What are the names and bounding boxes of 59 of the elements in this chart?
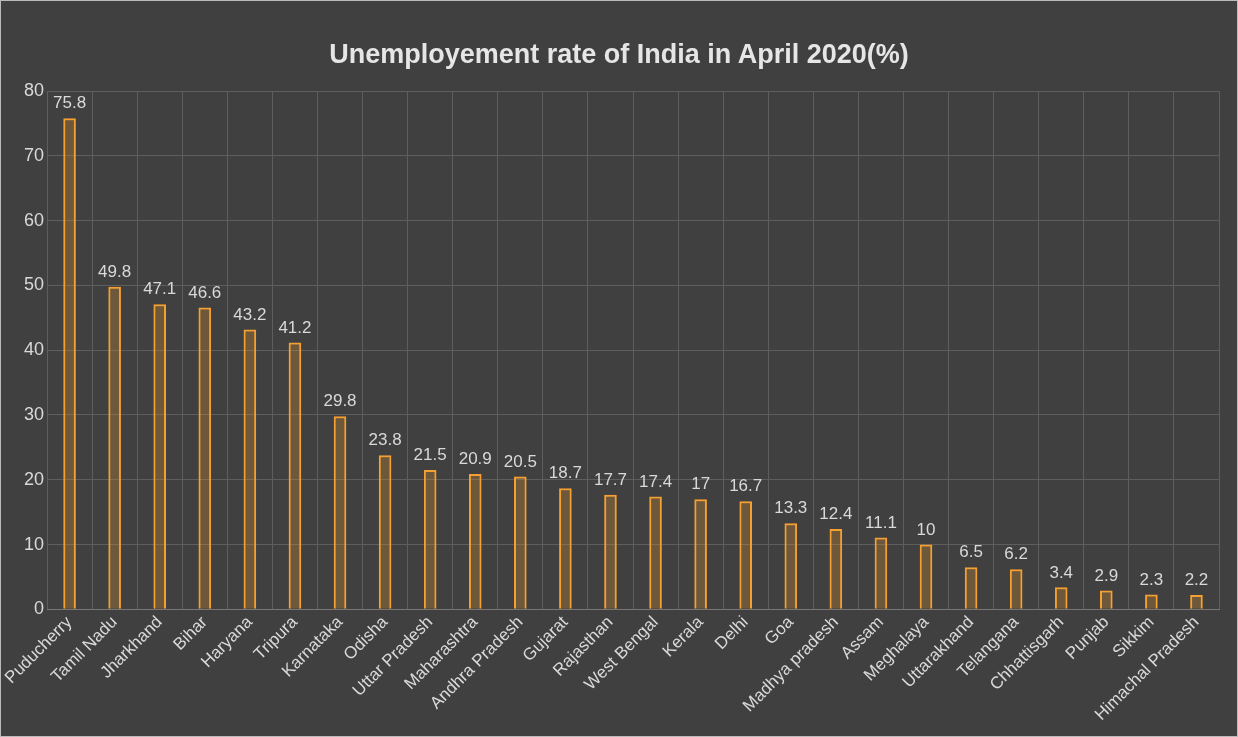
data-label: 17.7: [593, 469, 628, 489]
y-tick-label: 20: [23, 468, 45, 489]
data-label: 23.8: [368, 430, 402, 450]
data-label: 47.1: [143, 279, 177, 299]
data-label: 3.4: [1049, 562, 1074, 582]
bar: [243, 329, 257, 609]
y-tick-label: 70: [23, 144, 45, 165]
data-label: 21.5: [413, 445, 447, 465]
data-label: 49.8: [98, 261, 132, 281]
bar: [153, 304, 167, 609]
y-tick-label: 30: [23, 403, 45, 424]
bar: [739, 501, 753, 609]
data-label: 2.2: [1184, 570, 1209, 590]
data-label: 2.3: [1139, 569, 1164, 589]
data-label: 11.1: [865, 512, 897, 532]
bar: [423, 470, 437, 609]
data-label: 20.9: [458, 449, 492, 469]
bar: [108, 286, 121, 609]
bar: [1009, 569, 1023, 609]
y-tick-label: 40: [23, 339, 45, 360]
bar: [829, 529, 843, 609]
bar: [604, 494, 617, 609]
bar: [784, 523, 798, 609]
data-label: 13.3: [774, 498, 808, 518]
y-tick-label: 0: [34, 598, 45, 619]
y-tick-label: 60: [23, 209, 45, 230]
data-label: 10: [916, 519, 936, 539]
bar: [694, 499, 707, 609]
data-label: 18.7: [548, 463, 582, 483]
bar: [63, 118, 76, 609]
bar: [919, 544, 933, 609]
data-label: 75.8: [53, 93, 87, 113]
data-label: 12.4: [819, 504, 853, 524]
data-label: 41.2: [278, 317, 312, 337]
y-tick-label: 10: [23, 533, 45, 554]
data-label: 17.4: [639, 471, 673, 491]
bar: [649, 496, 662, 609]
data-label: 16.7: [729, 476, 763, 496]
bar: [288, 342, 302, 609]
chart-title: Unemployement rate of India in April 2020(%): [328, 39, 910, 70]
bar: [468, 473, 482, 609]
data-label: 6.5: [959, 542, 983, 562]
bar: [1054, 587, 1068, 609]
bar: [333, 416, 347, 609]
data-label: 43.2: [233, 304, 267, 324]
bar: [964, 567, 978, 609]
data-label: 29.8: [323, 391, 357, 411]
y-tick-label: 50: [23, 274, 45, 295]
y-tick-label: 80: [23, 79, 45, 100]
bar: [559, 488, 572, 609]
bar: [198, 307, 212, 609]
data-label: 2.9: [1094, 565, 1119, 585]
bar: [378, 455, 392, 609]
data-label: 17: [691, 474, 711, 494]
data-label: 6.2: [1004, 544, 1028, 564]
bar: [874, 537, 888, 609]
bar: [514, 476, 527, 609]
data-label: 20.5: [503, 451, 537, 471]
data-label: 46.6: [188, 282, 222, 302]
